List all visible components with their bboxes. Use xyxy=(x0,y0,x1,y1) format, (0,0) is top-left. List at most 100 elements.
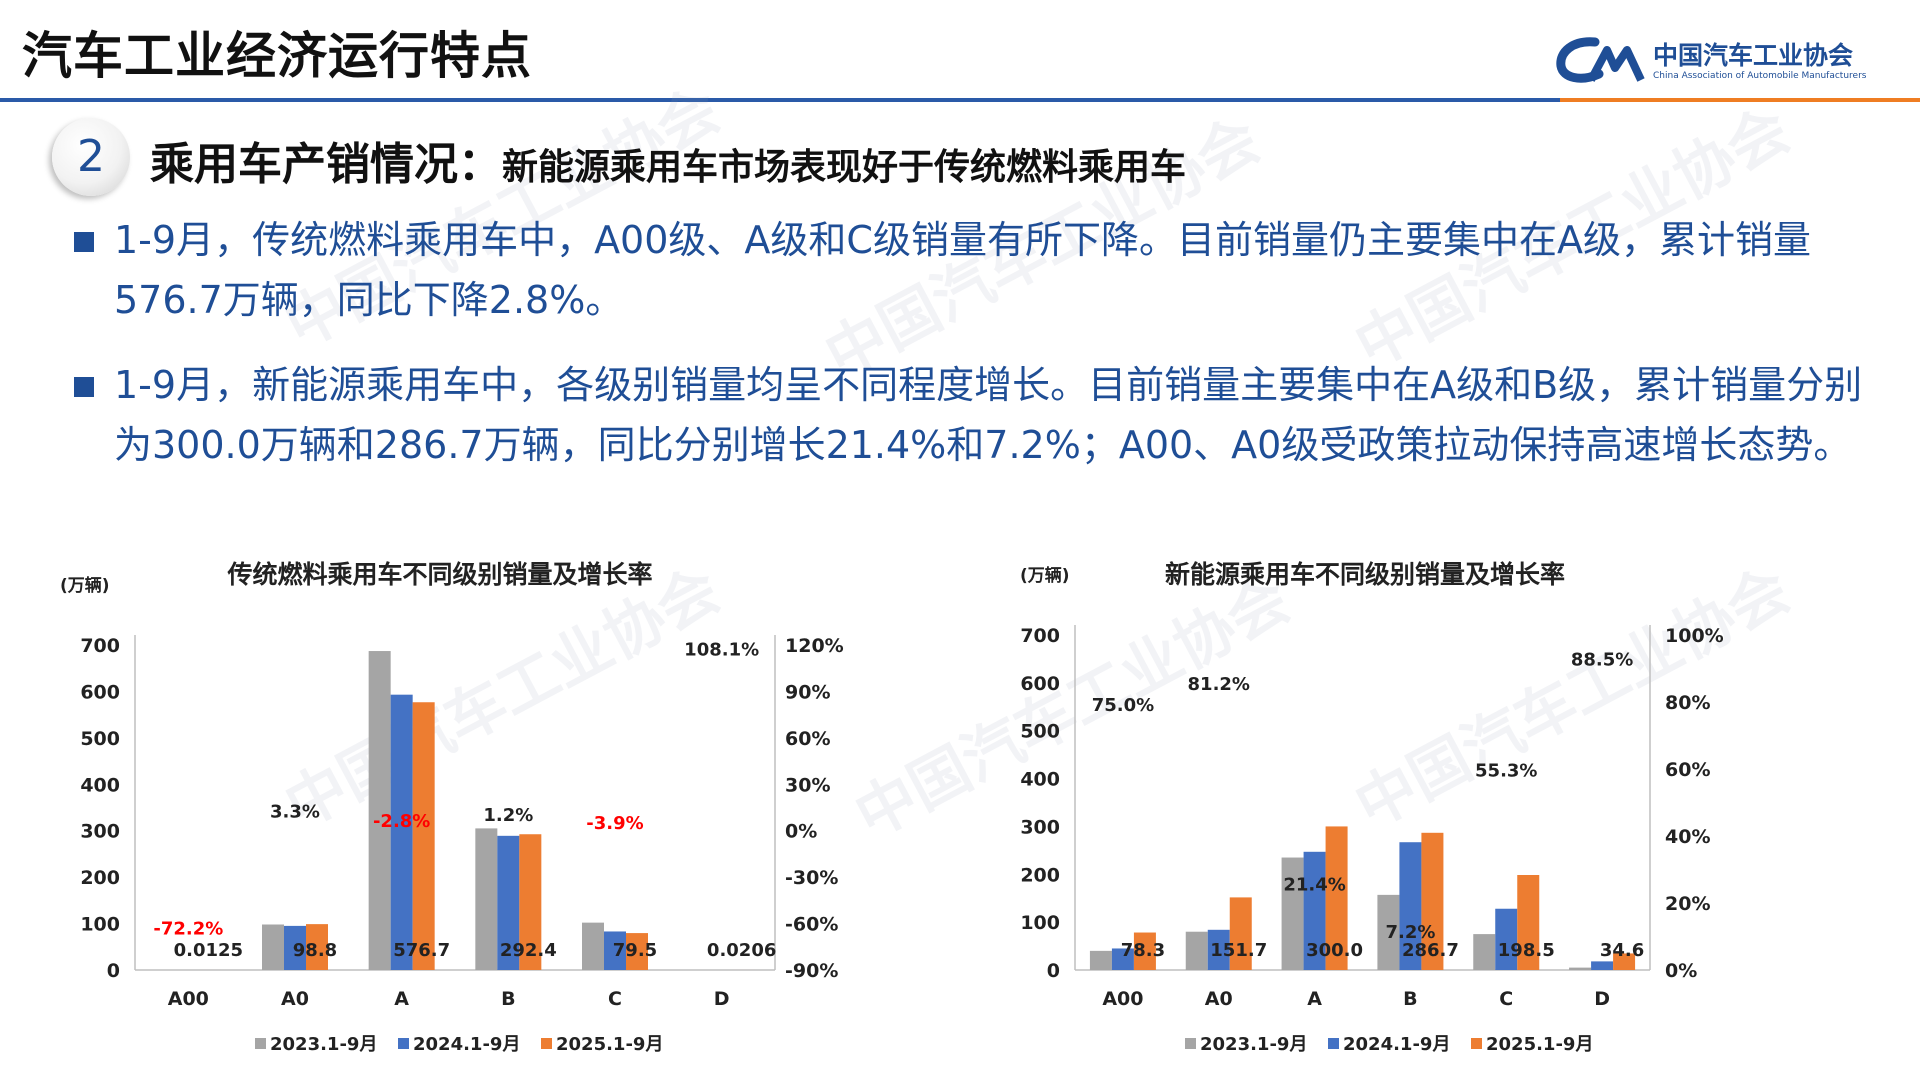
bar-2024.1-9月 xyxy=(1303,851,1326,970)
bar-value-label: 0.0206 xyxy=(707,940,776,961)
legend-swatch xyxy=(541,1038,552,1049)
growth-rate-label: 21.4% xyxy=(1283,874,1345,895)
slide-header: 汽车工业经济运行特点 中国汽车工业协会 China Association of… xyxy=(0,0,1920,104)
legend-swatch xyxy=(1185,1038,1196,1049)
section-number: 2 xyxy=(77,131,105,182)
bar-2024.1-9月 xyxy=(1591,961,1614,970)
bar-2024.1-9月 xyxy=(1399,842,1422,970)
bar-2024.1-9月 xyxy=(284,925,306,970)
x-tick-label: D xyxy=(1594,988,1610,1010)
growth-rate-label: 108.1% xyxy=(684,639,759,660)
y2-tick-label: 0% xyxy=(1665,960,1697,982)
growth-rate-label: 1.2% xyxy=(483,805,533,826)
bar-2025.1-9月 xyxy=(1613,953,1636,970)
chart-traditional-fuel: 传统燃料乘用车不同级别销量及增长率 (万辆) 700 600 500 400 300 200 1… xyxy=(40,545,980,1065)
bullet-item: 1-9月，新能源乘用车中，各级别销量均呈不同程度增长。目前销量主要集中在A级和B… xyxy=(74,355,1864,535)
legend-label: 2023.1-9月 xyxy=(1200,1034,1307,1055)
bullet-square-icon xyxy=(74,232,94,252)
logo-text-cn: 中国汽车工业协会 xyxy=(1653,41,1854,70)
section-title: 乘用车产销情况：新能源乘用车市场表现好于传统燃料乘用车 xyxy=(150,128,1186,192)
growth-rate-label: -2.8% xyxy=(373,811,430,832)
chart-new-energy: 新能源乘用车不同级别销量及增长率 (万辆) 700 600 500 400 300 200 10… xyxy=(1000,545,1880,1065)
bar-value-label: 98.8 xyxy=(293,940,337,961)
bar-2025.1-9月 xyxy=(1325,826,1348,970)
y-tick-label: 100 xyxy=(80,914,120,936)
y-tick-label: 0 xyxy=(1047,960,1060,982)
x-tick-label: A0 xyxy=(1205,988,1233,1010)
bar-2025.1-9月 xyxy=(626,933,648,970)
legend-label: 2025.1-9月 xyxy=(1486,1034,1593,1055)
y2-tick-label: 40% xyxy=(1665,826,1710,848)
y-tick-label: 500 xyxy=(80,728,120,750)
growth-rate-label: 88.5% xyxy=(1571,650,1633,671)
bar-2024.1-9月 xyxy=(1111,948,1134,970)
bar-2023.1-9月 xyxy=(1377,894,1400,970)
growth-rate-label: -3.9% xyxy=(586,813,643,834)
x-tick-label: A xyxy=(394,988,409,1010)
bar-2025.1-9月 xyxy=(1421,832,1444,970)
chart-traditional-fuel-svg: 传统燃料乘用车不同级别销量及增长率 (万辆) 700 600 500 400 300 200 1… xyxy=(60,560,844,1055)
y-tick-label: 0 xyxy=(107,960,120,982)
bar-2023.1-9月 xyxy=(368,651,391,970)
growth-rate-label: 3.3% xyxy=(270,802,320,823)
y-tick-label: 200 xyxy=(80,867,120,889)
legend-swatch xyxy=(1471,1038,1482,1049)
y-tick-label: 400 xyxy=(80,774,120,796)
x-tick-label: B xyxy=(501,988,515,1010)
bar-2025.1-9月 xyxy=(1229,897,1252,970)
slide-title: 汽车工业经济运行特点 xyxy=(22,27,532,85)
x-tick-label: C xyxy=(608,988,622,1010)
bar-2024.1-9月 xyxy=(1207,929,1230,970)
legend-label: 2024.1-9月 xyxy=(413,1034,520,1055)
bar-2023.1-9月 xyxy=(582,922,604,970)
legend-label: 2023.1-9月 xyxy=(270,1034,377,1055)
bar-value-label: 34.6 xyxy=(1600,940,1644,961)
y-axis-unit-label: (万辆) xyxy=(1020,565,1070,586)
bar-2025.1-9月 xyxy=(306,924,328,970)
bullet-item: 1-9月，传统燃料乘用车中，A00级、A级和C级销量有所下降。目前销量仍主要集中… xyxy=(74,210,1864,330)
section-title-main: 乘用车产销情况： xyxy=(150,139,502,190)
caam-logo: 中国汽车工业协会 China Association of Automobile… xyxy=(1555,36,1900,86)
growth-rate-label: 55.3% xyxy=(1475,761,1537,782)
bar-2024.1-9月 xyxy=(1495,908,1518,970)
y-tick-label: 200 xyxy=(1020,864,1060,886)
y2-tick-label: 20% xyxy=(1665,893,1710,915)
y-axis-unit-label: (万辆) xyxy=(60,575,110,596)
y-tick-label: 700 xyxy=(80,635,120,657)
logo-text-en: China Association of Automobile Manufact… xyxy=(1653,71,1867,81)
bullet-square-icon xyxy=(74,377,94,397)
bar-value-label: 300.0 xyxy=(1306,940,1363,961)
bar-2023.1-9月 xyxy=(1185,931,1208,970)
bar-2024.1-9月 xyxy=(390,694,413,970)
growth-rate-label: -72.2% xyxy=(153,918,223,939)
bar-value-label: 292.4 xyxy=(500,940,557,961)
y2-tick-label: -60% xyxy=(785,914,838,936)
y2-tick-label: 30% xyxy=(785,774,830,796)
y2-tick-label: 120% xyxy=(785,635,844,657)
x-tick-label: C xyxy=(1499,988,1513,1010)
bar-2023.1-9月 xyxy=(1569,967,1592,970)
x-tick-label: A xyxy=(1307,988,1322,1010)
growth-rate-label: 81.2% xyxy=(1188,674,1250,695)
chart-title: 传统燃料乘用车不同级别销量及增长率 xyxy=(226,560,652,589)
bar-2024.1-9月 xyxy=(604,931,626,970)
y-tick-label: 100 xyxy=(1020,912,1060,934)
y-tick-label: 600 xyxy=(1020,673,1060,695)
legend-label: 2024.1-9月 xyxy=(1343,1034,1450,1055)
y2-tick-label: 80% xyxy=(1665,692,1710,714)
bar-2023.1-9月 xyxy=(1281,857,1304,970)
bullet-text: 1-9月，新能源乘用车中，各级别销量均呈不同程度增长。目前销量主要集中在A级和B… xyxy=(114,363,1863,467)
bar-2025.1-9月 xyxy=(519,834,542,970)
bar-value-label: 151.7 xyxy=(1210,940,1267,961)
y2-tick-label: 60% xyxy=(785,728,830,750)
y-tick-label: 600 xyxy=(80,681,120,703)
header-rule-orange xyxy=(1560,98,1920,102)
bar-2023.1-9月 xyxy=(1089,950,1112,970)
x-tick-label: D xyxy=(714,988,730,1010)
section-subtitle: 新能源乘用车市场表现好于传统燃料乘用车 xyxy=(502,147,1187,188)
caam-logo-icon xyxy=(1556,37,1645,83)
section-number-badge: 2 xyxy=(52,118,130,196)
bar-value-label: 79.5 xyxy=(613,940,657,961)
bullet-text: 1-9月，传统燃料乘用车中，A00级、A级和C级销量有所下降。目前销量仍主要集中… xyxy=(114,218,1811,322)
legend-swatch xyxy=(1328,1038,1339,1049)
